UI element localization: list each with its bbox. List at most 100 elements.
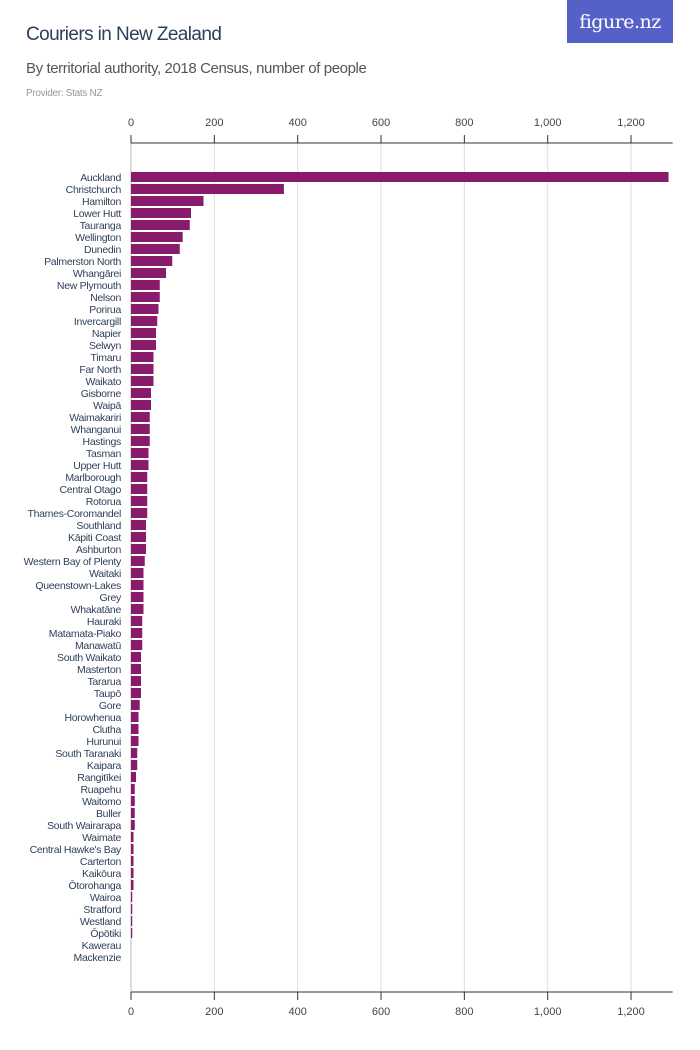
category-label: Westland — [80, 916, 122, 928]
bar — [131, 748, 138, 758]
bar — [131, 604, 144, 614]
bottom-tick-label: 400 — [288, 1006, 306, 1018]
category-label: Clutha — [92, 724, 121, 736]
chart-subtitle: By territorial authority, 2018 Census, n… — [26, 60, 367, 77]
bar — [131, 844, 134, 854]
category-label: Tararua — [87, 676, 121, 688]
category-label: Rotorua — [86, 496, 122, 508]
bar — [131, 832, 134, 842]
bar — [131, 772, 137, 782]
category-label: Timaru — [91, 352, 122, 364]
category-label: Waikato — [86, 376, 122, 388]
category-label: Grey — [99, 592, 122, 604]
category-label: Waimakariri — [69, 412, 121, 424]
category-label: Whanganui — [71, 424, 121, 436]
bar — [131, 328, 157, 338]
bar — [131, 292, 160, 302]
category-label: Mackenzie — [74, 952, 122, 964]
bar — [131, 796, 135, 806]
category-label: Whakatāne — [71, 604, 122, 616]
bar — [131, 628, 143, 638]
category-label: Marlborough — [65, 472, 121, 484]
bar — [131, 904, 133, 914]
category-label: Manawatū — [75, 640, 122, 652]
bar — [131, 472, 148, 482]
bar — [131, 340, 157, 350]
category-label: Waitomo — [82, 796, 121, 808]
bottom-tick-label: 600 — [372, 1006, 390, 1018]
category-label: Masterton — [77, 664, 121, 676]
category-label: Gore — [99, 700, 122, 712]
category-label: Hurunui — [86, 736, 121, 748]
bottom-tick-label: 0 — [128, 1006, 134, 1018]
top-tick-label: 1,200 — [617, 117, 645, 129]
figure-nz-logo[interactable]: figure.nz — [567, 0, 673, 43]
bar — [131, 496, 148, 506]
category-label: Matamata-Piako — [49, 628, 122, 640]
category-label: Lower Hutt — [73, 208, 121, 220]
bottom-tick-label: 800 — [455, 1006, 473, 1018]
category-label: Hamilton — [82, 196, 121, 208]
bar — [131, 388, 152, 398]
bar — [131, 532, 147, 542]
category-label: Tauranga — [80, 220, 122, 232]
bar — [131, 736, 139, 746]
category-label: Central Hawke's Bay — [30, 844, 122, 856]
category-label: Buller — [96, 808, 122, 820]
category-label: Palmerston North — [44, 256, 121, 268]
bar — [131, 724, 139, 734]
bar — [131, 676, 142, 686]
category-label: Invercargill — [74, 316, 121, 328]
category-label: Tasman — [86, 448, 121, 460]
bar — [131, 244, 180, 254]
category-label: Hastings — [83, 436, 122, 448]
bar — [131, 664, 142, 674]
category-label: Ōpōtiki — [90, 928, 121, 940]
category-label: Waipā — [93, 400, 121, 412]
bar — [131, 376, 154, 386]
bar — [131, 652, 142, 662]
bar — [131, 352, 154, 362]
bar — [131, 760, 138, 770]
category-label: Upper Hutt — [73, 460, 121, 472]
bar — [131, 916, 133, 926]
category-label: Central Otago — [60, 484, 122, 496]
provider-label: Provider: Stats NZ — [26, 88, 103, 99]
bar — [131, 892, 133, 902]
category-label: Horowhenua — [64, 712, 121, 724]
top-tick-label: 800 — [455, 117, 473, 129]
bar — [131, 280, 160, 290]
bottom-tick-label: 200 — [205, 1006, 223, 1018]
top-tick-label: 0 — [128, 117, 134, 129]
bar — [131, 232, 183, 242]
bar — [131, 616, 143, 626]
category-label: Rangitīkei — [77, 772, 121, 784]
category-label: Wellington — [75, 232, 121, 244]
bar — [131, 172, 669, 182]
category-label: Kāpiti Coast — [68, 532, 121, 544]
bar — [131, 856, 134, 866]
bar — [131, 820, 135, 830]
bar — [131, 184, 284, 194]
category-label: Western Bay of Plenty — [24, 556, 122, 568]
category-label: Carterton — [80, 856, 122, 868]
category-label: South Waikato — [57, 652, 121, 664]
category-label: Selwyn — [89, 340, 122, 352]
category-label: Kaikōura — [82, 868, 122, 880]
bar — [131, 784, 135, 794]
category-label: Kaipara — [87, 760, 122, 772]
top-tick-label: 1,000 — [534, 117, 562, 129]
category-label: Waimate — [82, 832, 121, 844]
bar — [131, 808, 135, 818]
category-label: Ruapehu — [80, 784, 121, 796]
bar — [131, 256, 173, 266]
bar — [131, 484, 148, 494]
category-label: Kawerau — [82, 940, 122, 952]
chart-title: Couriers in New Zealand — [26, 24, 222, 45]
bar — [131, 220, 190, 230]
category-label: Hauraki — [87, 616, 121, 628]
category-label: Ōtorohanga — [69, 880, 122, 892]
bar — [131, 412, 150, 422]
bar — [131, 196, 204, 206]
